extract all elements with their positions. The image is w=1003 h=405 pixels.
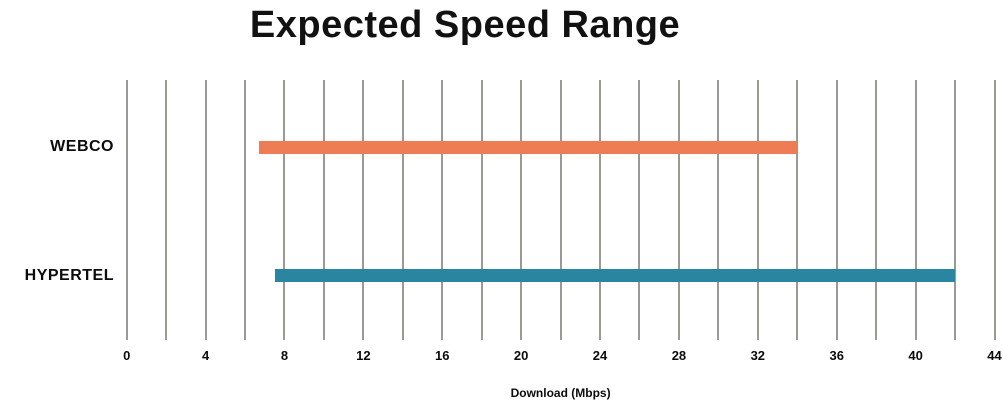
x-tick-label: 32 — [750, 348, 766, 363]
gridline — [401, 80, 404, 340]
category-label-webco: WEBCO — [50, 138, 114, 155]
gridline — [441, 80, 444, 340]
x-tick-label: 20 — [513, 348, 529, 363]
x-tick-label: 24 — [592, 348, 608, 363]
gridline — [244, 80, 247, 340]
category-label-hypertel: HYPERTEL — [24, 266, 114, 284]
gridline — [875, 80, 878, 340]
gridline — [914, 80, 917, 340]
gridline — [480, 80, 483, 340]
x-tick-label: 28 — [671, 348, 687, 363]
gridline — [125, 80, 128, 340]
gridline — [362, 80, 365, 340]
x-tick-label: 16 — [435, 348, 450, 363]
gridline — [796, 80, 799, 340]
gridline — [559, 80, 562, 340]
chart-title: Expected Speed Range — [249, 4, 681, 46]
range-bar-webco — [258, 140, 798, 154]
x-tick-label: 0 — [123, 348, 131, 363]
x-tick-label: 36 — [829, 348, 844, 363]
gridline — [599, 80, 602, 340]
gridline — [283, 80, 286, 340]
gridline — [520, 80, 523, 340]
range-bar-hypertel — [274, 269, 956, 282]
gridline — [638, 80, 641, 340]
gridline — [717, 80, 720, 340]
x-tick-label: 12 — [356, 348, 371, 363]
gridline — [954, 80, 957, 340]
x-axis-title: Download (Mbps) — [510, 386, 611, 400]
x-tick-label: 8 — [280, 348, 289, 363]
gridline — [677, 80, 680, 340]
gridline — [756, 80, 759, 340]
x-tick-label: 44 — [987, 348, 1002, 363]
gridline — [322, 80, 325, 340]
gridline — [835, 80, 838, 340]
gridline — [993, 80, 996, 340]
x-tick-label: 4 — [201, 348, 210, 363]
gridline — [204, 80, 207, 340]
x-tick-label: 40 — [908, 348, 923, 363]
gridline — [165, 80, 168, 340]
